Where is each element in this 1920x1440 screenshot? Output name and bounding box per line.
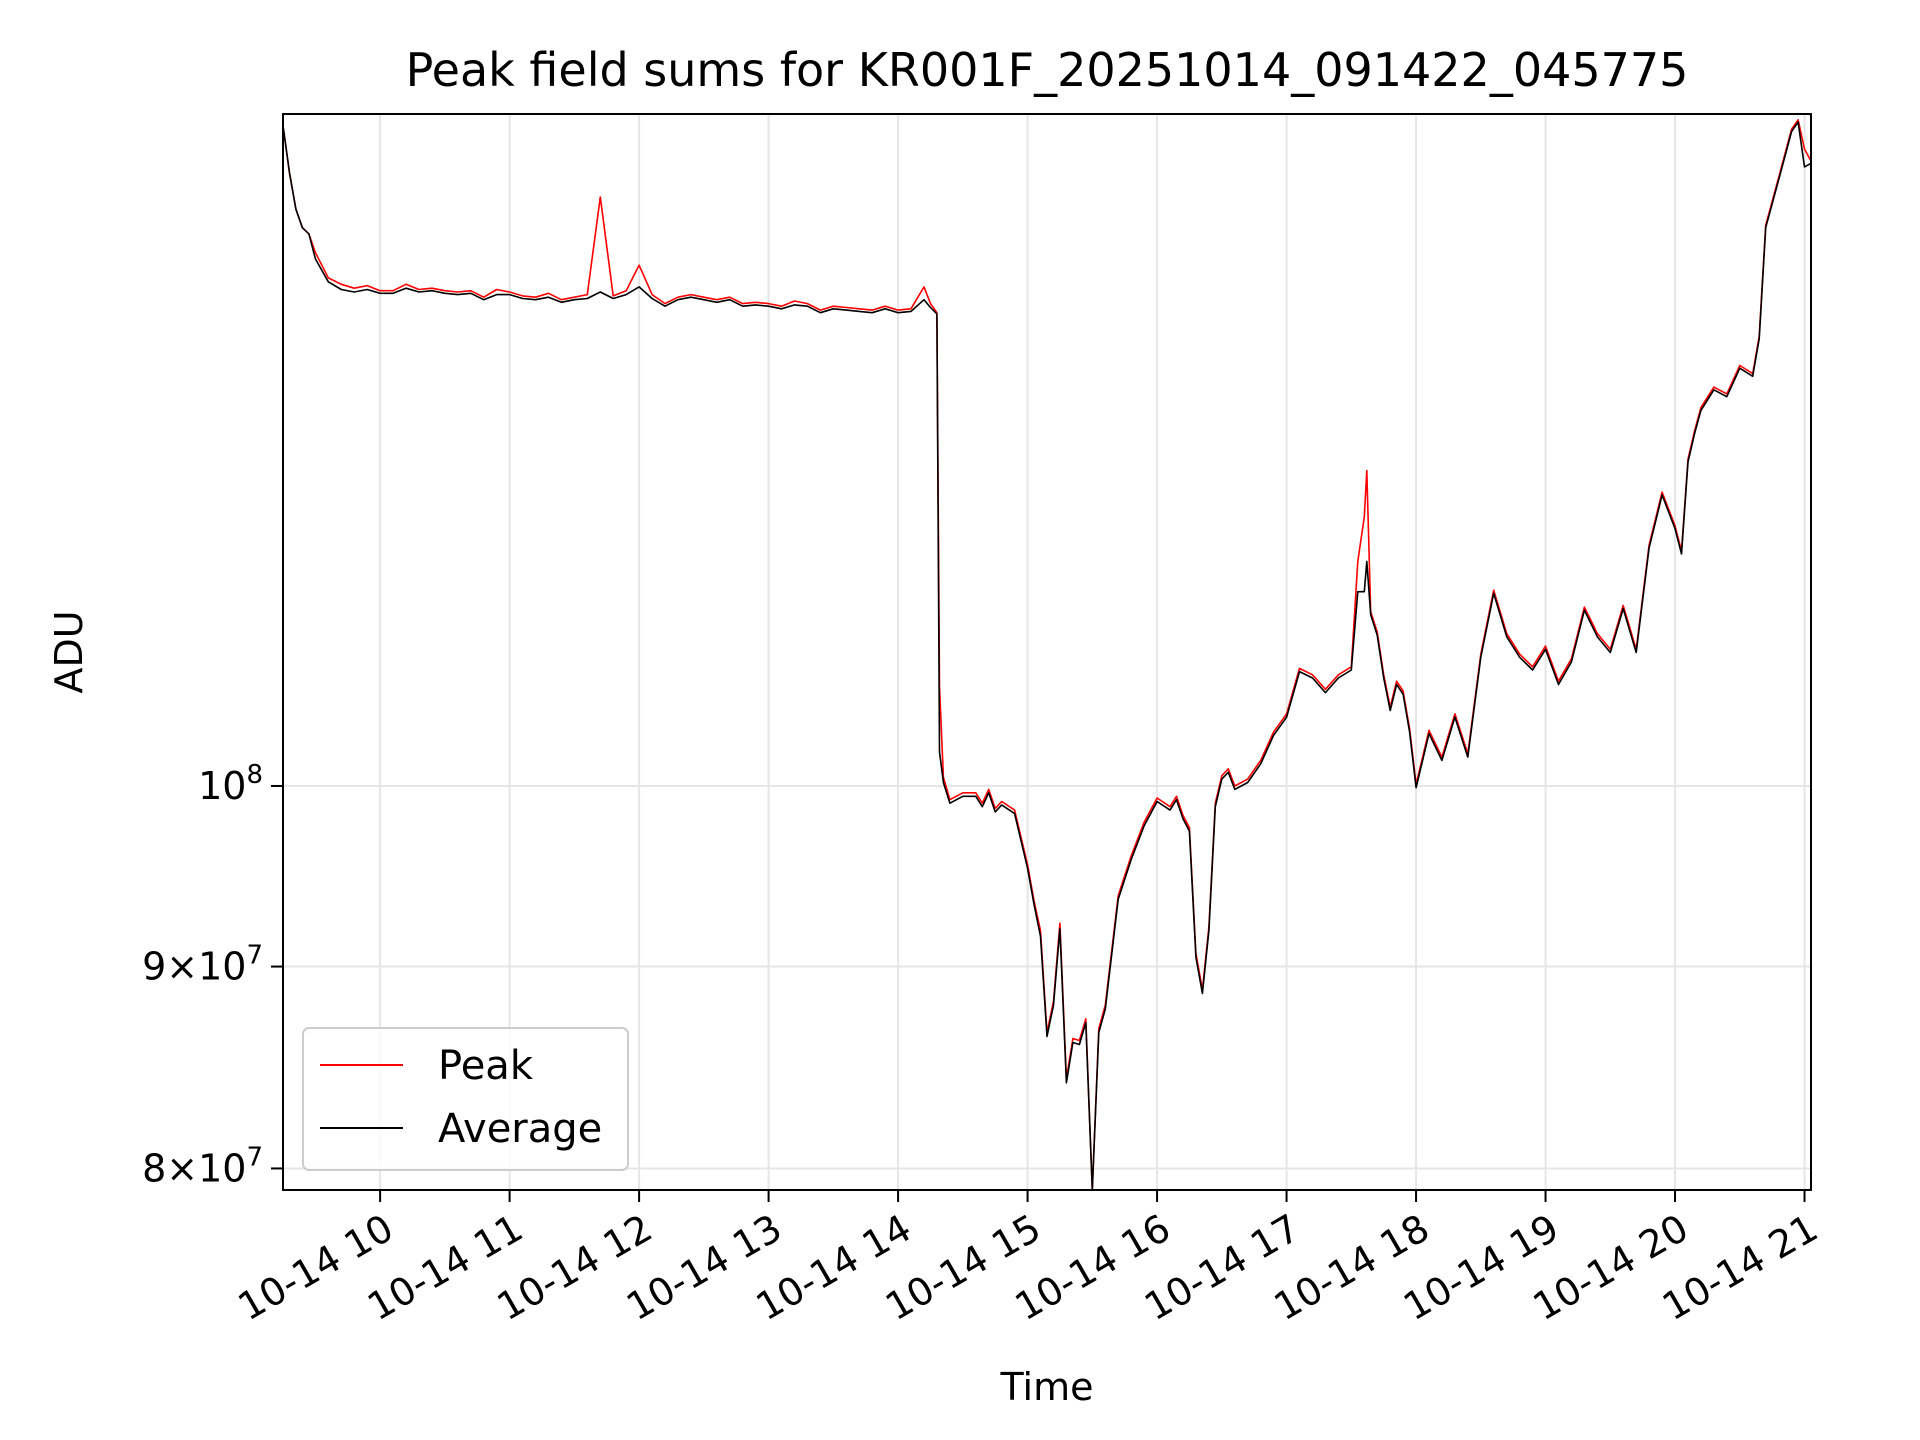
plot-area-frame: [282, 113, 1812, 1191]
chart-title: Peak field sums for KR001F_20251014_0914…: [406, 43, 1689, 97]
series-line-average: [282, 121, 1812, 1191]
y-tick-label: 8×107: [142, 1142, 263, 1190]
grid-layer: [283, 114, 1811, 1190]
legend-peak-label: Peak: [438, 1043, 534, 1089]
legend: Peak Average: [302, 1027, 629, 1171]
y-axis-label: ADU: [47, 610, 91, 693]
series-layer: [282, 119, 1812, 1191]
x-axis-label: Time: [1000, 1365, 1094, 1409]
legend-average-label: Average: [438, 1106, 602, 1152]
series-line-peak: [282, 119, 1812, 1191]
y-tick-label: 9×107: [142, 941, 263, 989]
legend-frame: [302, 1027, 629, 1171]
